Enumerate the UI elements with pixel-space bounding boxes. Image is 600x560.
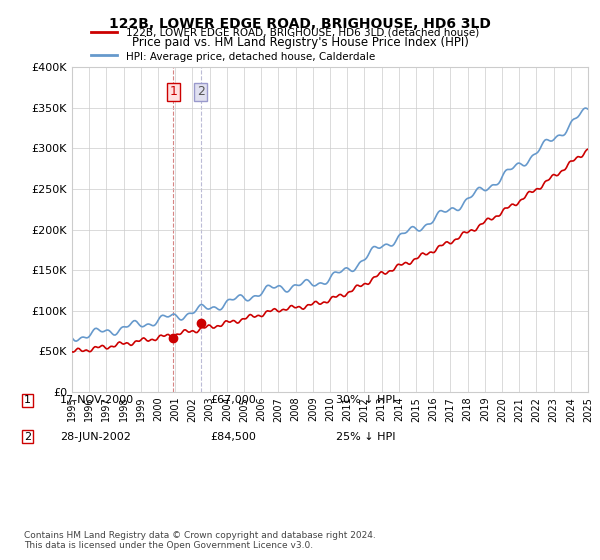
Text: £67,000: £67,000 (210, 395, 256, 405)
Text: 1: 1 (24, 395, 31, 405)
Text: 17-NOV-2000: 17-NOV-2000 (60, 395, 134, 405)
Text: 122B, LOWER EDGE ROAD, BRIGHOUSE, HD6 3LD (detached house): 122B, LOWER EDGE ROAD, BRIGHOUSE, HD6 3L… (125, 28, 479, 38)
Text: 1: 1 (169, 85, 177, 98)
Text: 25% ↓ HPI: 25% ↓ HPI (336, 432, 395, 442)
Text: £84,500: £84,500 (210, 432, 256, 442)
Text: 2: 2 (24, 432, 31, 442)
Text: Contains HM Land Registry data © Crown copyright and database right 2024.
This d: Contains HM Land Registry data © Crown c… (24, 530, 376, 550)
Text: 30% ↓ HPI: 30% ↓ HPI (336, 395, 395, 405)
Text: 122B, LOWER EDGE ROAD, BRIGHOUSE, HD6 3LD: 122B, LOWER EDGE ROAD, BRIGHOUSE, HD6 3L… (109, 17, 491, 31)
Text: HPI: Average price, detached house, Calderdale: HPI: Average price, detached house, Cald… (125, 52, 375, 62)
Text: 2: 2 (197, 85, 205, 98)
Text: Price paid vs. HM Land Registry's House Price Index (HPI): Price paid vs. HM Land Registry's House … (131, 36, 469, 49)
Text: 28-JUN-2002: 28-JUN-2002 (60, 432, 131, 442)
